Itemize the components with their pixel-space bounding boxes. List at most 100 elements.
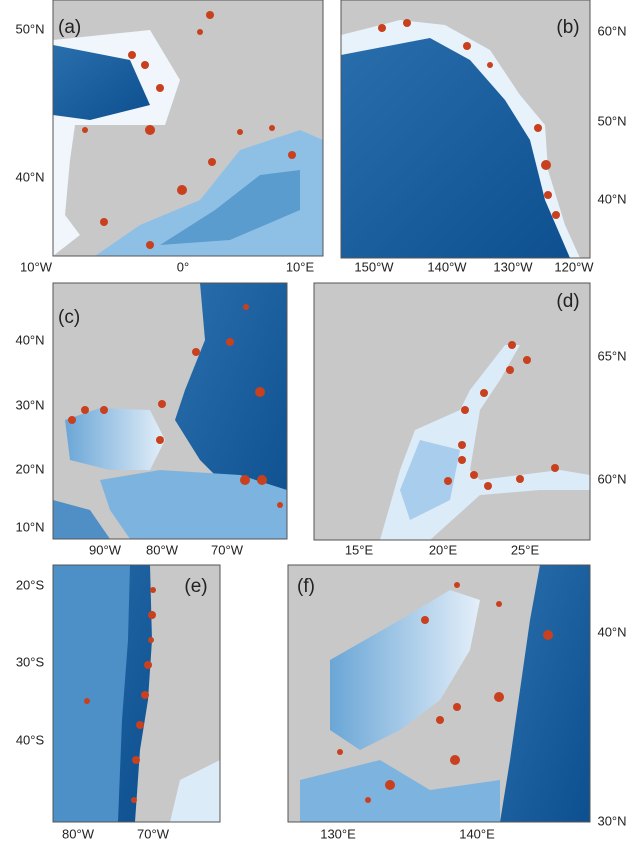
- dot: [484, 482, 492, 490]
- x-tick-label: 20°E: [429, 542, 458, 557]
- dot: [84, 698, 90, 704]
- ocean: [53, 500, 110, 539]
- dot: [365, 797, 371, 803]
- x-tick-label: 10°W: [20, 259, 53, 274]
- x-tick-label: 130°W: [493, 259, 533, 274]
- dot: [100, 406, 108, 414]
- dot: [141, 691, 149, 699]
- y-tick-label: 40°N: [597, 191, 626, 206]
- dot: [68, 416, 76, 424]
- dot: [226, 338, 234, 346]
- dot: [144, 661, 152, 669]
- x-tick-label: 130°E: [320, 826, 356, 841]
- dot: [541, 160, 551, 170]
- x-tick-label: 90°W: [89, 542, 122, 557]
- y-tick-label: 30°N: [15, 397, 44, 412]
- panel-label: (a): [58, 17, 81, 38]
- x-tick-label: 25°E: [511, 542, 540, 557]
- y-tick-label: 60°N: [597, 471, 626, 486]
- dot: [141, 61, 149, 69]
- station-dots: [68, 304, 283, 508]
- dot: [534, 124, 542, 132]
- panel-b: (b) 60°N 50°N 40°N 150°W 140°W 130°W 120…: [340, 0, 627, 274]
- dot: [506, 366, 514, 374]
- shelf: [341, 20, 580, 258]
- dot: [544, 191, 552, 199]
- dot: [82, 127, 88, 133]
- x-tick-label: 70°W: [137, 826, 170, 841]
- dot: [158, 400, 166, 408]
- dot: [128, 51, 136, 59]
- dot: [206, 11, 214, 19]
- x-tick-label: 120°W: [554, 259, 594, 274]
- y-tick-label: 50°N: [597, 113, 626, 128]
- dot: [237, 129, 243, 135]
- dot: [551, 464, 559, 472]
- panel-label: (e): [184, 576, 207, 597]
- x-tick-label: 70°W: [211, 542, 244, 557]
- y-tick-label: 20°S: [16, 577, 45, 592]
- dot: [508, 341, 516, 349]
- dot: [136, 721, 144, 729]
- panel-f: (f) 40°N 30°N 130°E 140°E: [287, 564, 627, 841]
- y-tick-label: 60°N: [597, 23, 626, 38]
- dot: [516, 475, 524, 483]
- y-tick-label: 10°N: [15, 519, 44, 534]
- dot: [458, 441, 466, 449]
- frame: [52, 564, 221, 823]
- dot: [463, 42, 471, 50]
- ocean: [400, 440, 460, 520]
- y-tick-label: 40°N: [597, 624, 626, 639]
- frame: [313, 282, 591, 541]
- y-tick-label: 40°S: [16, 732, 45, 747]
- dot: [148, 637, 154, 643]
- dot: [385, 780, 395, 790]
- station-dots: [378, 19, 560, 219]
- dot: [81, 406, 89, 414]
- dot: [277, 502, 283, 508]
- dot: [156, 84, 164, 92]
- panel-label: (c): [58, 307, 80, 328]
- x-tick-label: 80°W: [146, 542, 179, 557]
- y-tick-label: 30°N: [597, 813, 626, 828]
- y-tick-label: 40°N: [15, 332, 44, 347]
- y-tick-label: 20°N: [15, 461, 44, 476]
- x-tick-label: 140°E: [459, 826, 495, 841]
- x-tick-label: 15°E: [345, 542, 374, 557]
- ocean: [65, 408, 165, 470]
- dot: [131, 797, 137, 803]
- ocean: [175, 283, 287, 539]
- frame: [52, 282, 288, 540]
- dot: [470, 471, 478, 479]
- station-dots: [444, 341, 559, 490]
- dot: [192, 348, 200, 356]
- dot: [100, 218, 108, 226]
- station-dots: [337, 582, 553, 803]
- y-tick-label: 50°N: [15, 21, 44, 36]
- ocean: [53, 45, 150, 120]
- dot: [421, 616, 429, 624]
- dot: [257, 475, 267, 485]
- dot: [487, 62, 493, 68]
- dot: [146, 241, 154, 249]
- ocean: [170, 760, 220, 822]
- ocean: [100, 470, 287, 539]
- dot: [197, 29, 203, 35]
- dot: [458, 456, 466, 464]
- ocean: [330, 590, 480, 750]
- dot: [150, 587, 156, 593]
- dot: [480, 389, 488, 397]
- dot: [255, 387, 265, 397]
- ocean: [300, 760, 500, 822]
- ocean: [160, 170, 300, 245]
- ocean: [341, 28, 575, 258]
- dot: [543, 630, 553, 640]
- ocean: [53, 565, 130, 822]
- y-tick-label: 30°S: [16, 654, 45, 669]
- y-tick-label: 65°N: [597, 348, 626, 363]
- dot: [156, 436, 164, 444]
- dot: [378, 24, 386, 32]
- frame: [340, 0, 591, 259]
- dot: [240, 475, 250, 485]
- dot: [444, 477, 452, 485]
